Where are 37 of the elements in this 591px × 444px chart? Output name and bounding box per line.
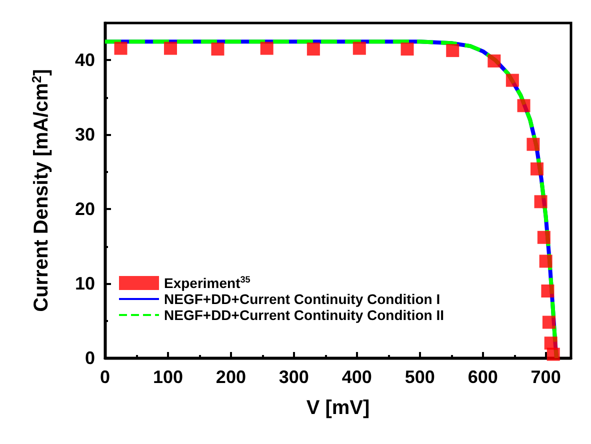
point — [114, 42, 128, 55]
point — [541, 284, 554, 298]
y-tick-label: 0 — [84, 348, 95, 368]
x-tick-label: 200 — [216, 367, 246, 387]
point — [306, 42, 320, 56]
point — [506, 74, 519, 87]
point — [260, 42, 274, 55]
legend-label: NEGF+DD+Current Continuity Condition II — [164, 307, 444, 323]
point — [526, 138, 540, 151]
point — [537, 230, 550, 244]
point — [534, 195, 548, 208]
point — [400, 42, 414, 56]
point — [530, 162, 544, 176]
x-tick-label: 600 — [468, 367, 498, 387]
x-tick-label: 300 — [278, 367, 309, 387]
point — [539, 254, 552, 268]
point — [542, 316, 556, 329]
point — [446, 44, 460, 58]
point — [546, 348, 560, 361]
point — [488, 54, 501, 68]
x-tick-label: 700 — [530, 367, 561, 387]
point — [164, 42, 177, 55]
point — [517, 99, 530, 112]
x-tick-label: 0 — [100, 367, 110, 387]
point — [544, 336, 558, 350]
x-tick-label: 400 — [342, 367, 372, 387]
legend-label: NEGF+DD+Current Continuity Condition I — [164, 291, 440, 307]
x-axis-title: V [mV] — [306, 397, 370, 419]
y-tick-label: 40 — [74, 50, 95, 70]
y-tick-label: 20 — [74, 199, 95, 220]
x-tick-label: 100 — [152, 367, 183, 387]
point — [352, 42, 366, 55]
point — [211, 42, 224, 56]
y-tick-label: 30 — [74, 124, 95, 145]
x-tick-label: 500 — [404, 367, 435, 387]
y-axis-title: Current Density [mA/cm2] — [29, 69, 52, 312]
y-tick-label: 10 — [74, 274, 95, 294]
